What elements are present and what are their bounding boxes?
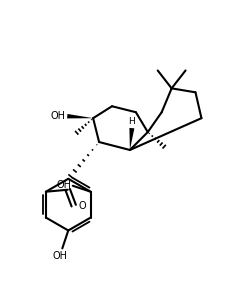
Text: OH: OH xyxy=(50,111,65,121)
Polygon shape xyxy=(67,114,93,118)
Text: OH: OH xyxy=(56,180,72,190)
Polygon shape xyxy=(129,128,134,150)
Text: OH: OH xyxy=(53,251,68,261)
Text: O: O xyxy=(78,201,86,211)
Text: H: H xyxy=(128,117,135,126)
